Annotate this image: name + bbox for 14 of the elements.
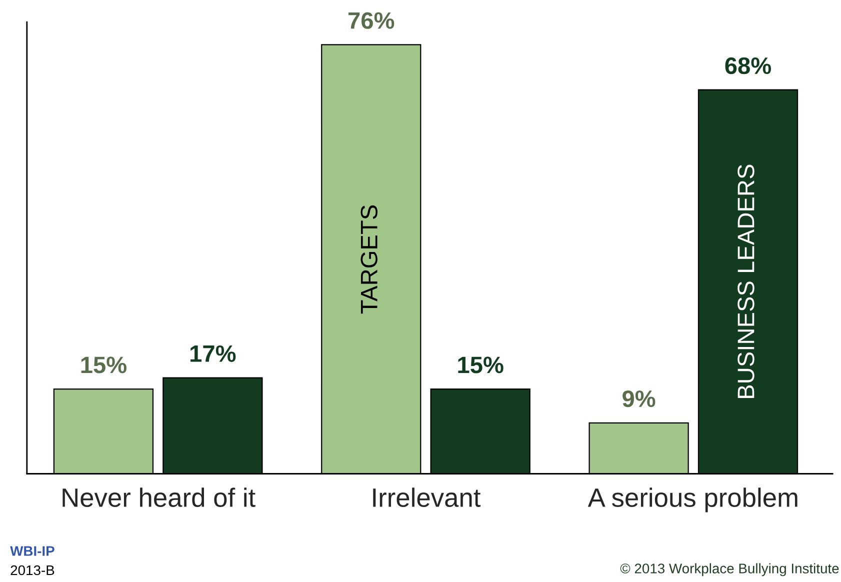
series-label: TARGETS	[360, 205, 378, 314]
x-tick-label: Irrelevant	[373, 488, 481, 508]
data-label: 17%	[190, 345, 236, 362]
text: © 2013 Workplace Bullying Institute	[620, 563, 839, 576]
data-label: 9%	[622, 390, 656, 408]
x-tick-label: Never heard of it	[62, 488, 256, 508]
text: 2013-B	[10, 565, 54, 576]
data-label: 76%	[348, 12, 394, 29]
series-label: BUSINESS LEADERS	[738, 164, 754, 398]
x-tick-label: A serious problem	[588, 488, 798, 512]
text: WBI-IP	[10, 546, 54, 556]
data-label: 68%	[725, 57, 772, 74]
data-label: 15%	[81, 356, 126, 374]
data-label: 15%	[458, 356, 504, 374]
